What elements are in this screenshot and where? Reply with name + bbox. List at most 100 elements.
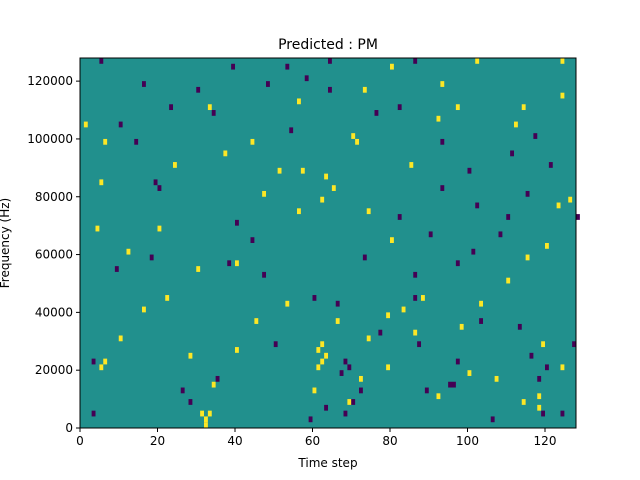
heatmap-cell-high bbox=[479, 300, 484, 307]
y-tick-label: 0 bbox=[65, 421, 73, 435]
y-tick-label: 20000 bbox=[35, 363, 73, 377]
heatmap-cell-high bbox=[556, 202, 561, 209]
heatmap-cell-high bbox=[331, 185, 336, 191]
heatmap-cell-high bbox=[204, 422, 208, 428]
heatmap-cell-high bbox=[235, 260, 239, 267]
x-axis: 0 20 40 60 80 100 120 bbox=[76, 428, 556, 448]
heatmap-cell-low bbox=[374, 110, 379, 116]
heatmap-cell-high bbox=[537, 404, 542, 411]
heatmap-cell-high bbox=[494, 375, 499, 382]
heatmap-cell-low bbox=[448, 381, 453, 388]
heatmap-cell-low bbox=[362, 254, 367, 261]
heatmap-cell-high bbox=[436, 115, 441, 122]
heatmap-cell-high bbox=[514, 121, 518, 128]
heatmap-cell-high bbox=[320, 358, 325, 365]
heatmap-cell-low bbox=[312, 295, 317, 301]
heatmap-cell-low bbox=[498, 231, 503, 238]
heatmap-cell-low bbox=[517, 323, 522, 330]
heatmap-cell-high bbox=[521, 104, 526, 111]
heatmap-cell-low bbox=[134, 138, 139, 145]
heatmap-cell-high bbox=[207, 104, 212, 111]
heatmap-cell-low bbox=[91, 410, 96, 417]
heatmap-cell-high bbox=[99, 364, 104, 371]
heatmap-cell-high bbox=[409, 162, 414, 168]
heatmap-cell-high bbox=[204, 416, 208, 423]
heatmap-cell-low bbox=[471, 248, 476, 255]
heatmap-cell-high bbox=[545, 243, 549, 249]
heatmap-cell-high bbox=[320, 196, 325, 203]
heatmap-cell-low bbox=[428, 231, 433, 238]
heatmap-cell-high bbox=[297, 208, 301, 215]
heatmap-cell-low bbox=[324, 404, 329, 411]
heatmap-cell-low bbox=[235, 219, 239, 226]
heatmap-cell-low bbox=[188, 399, 193, 405]
heatmap-cell-high bbox=[386, 364, 391, 371]
heatmap-cell-low bbox=[548, 162, 553, 168]
heatmap-cell-high bbox=[157, 225, 162, 232]
heatmap-cell-low bbox=[211, 110, 216, 116]
heatmap-cell-high bbox=[541, 341, 546, 348]
heatmap-cell-low bbox=[378, 329, 383, 336]
x-axis-label: Time step bbox=[297, 456, 357, 470]
heatmap-cell-low bbox=[273, 341, 278, 348]
heatmap-cell-high bbox=[390, 63, 394, 70]
heatmap-cell-high bbox=[436, 393, 441, 400]
heatmap-cell-low bbox=[397, 104, 402, 111]
heatmap-cell-low bbox=[397, 214, 402, 220]
heatmap-cell-low bbox=[479, 318, 484, 324]
heatmap-cell-high bbox=[103, 358, 108, 365]
heatmap-cell-low bbox=[541, 410, 546, 417]
heatmap-cell-high bbox=[560, 92, 565, 99]
y-tick-label: 100000 bbox=[27, 132, 73, 146]
heatmap-cell-low bbox=[533, 133, 538, 139]
heatmap-cell-high bbox=[83, 121, 88, 128]
y-axis: 0 20000 40000 60000 80000 100000 120000 bbox=[27, 74, 80, 435]
heatmap-cell-low bbox=[169, 104, 174, 111]
heatmap-cell-low bbox=[308, 416, 313, 423]
heatmap-cell-low bbox=[289, 127, 294, 134]
heatmap-cell-low bbox=[262, 271, 267, 278]
heatmap-cell-high bbox=[300, 167, 305, 174]
heatmap-cell-high bbox=[421, 295, 425, 301]
heatmap-cell-low bbox=[440, 185, 445, 191]
heatmap-cell-high bbox=[506, 277, 511, 284]
heatmap-cell-low bbox=[351, 399, 356, 405]
heatmap-cell-low bbox=[142, 81, 146, 87]
heatmap-cell-low bbox=[359, 387, 363, 394]
heatmap-cell-low bbox=[339, 370, 344, 376]
heatmap-cell-low bbox=[180, 387, 185, 394]
x-tick-label: 80 bbox=[382, 434, 397, 448]
heatmap-cell-low bbox=[413, 271, 418, 278]
heatmap-cell-high bbox=[568, 196, 573, 203]
heatmap-cell-high bbox=[312, 387, 317, 394]
heatmap-cell-high bbox=[440, 81, 445, 87]
heatmap-cell-low bbox=[91, 358, 96, 365]
heatmap-cell-low bbox=[266, 81, 270, 87]
heatmap-cell-high bbox=[537, 393, 542, 400]
heatmap-cell-low bbox=[576, 214, 580, 220]
heatmap-cell-high bbox=[118, 335, 123, 342]
heatmap-cell-low bbox=[328, 58, 332, 64]
heatmap-cell-high bbox=[525, 254, 530, 261]
heatmap-cell-low bbox=[413, 58, 418, 64]
heatmap-cell-low bbox=[99, 58, 104, 64]
heatmap-cell-high bbox=[359, 375, 363, 382]
heatmap-cell-high bbox=[297, 98, 301, 105]
heatmap-cell-high bbox=[142, 306, 146, 313]
heatmap-cell-low bbox=[196, 86, 201, 93]
y-tick-label: 40000 bbox=[35, 305, 73, 319]
heatmap-cell-high bbox=[285, 300, 290, 307]
heatmap-cell-high bbox=[347, 399, 352, 405]
heatmap-cell-high bbox=[207, 410, 212, 417]
heatmap-cell-high bbox=[386, 312, 391, 319]
x-tick-label: 0 bbox=[76, 434, 84, 448]
plot-background bbox=[80, 58, 576, 428]
heatmap-cell-low bbox=[118, 121, 123, 128]
heatmap-cell-high bbox=[103, 138, 108, 145]
heatmap-cell-low bbox=[157, 185, 162, 191]
heatmap-cell-low bbox=[440, 138, 445, 145]
heatmap-cell-high bbox=[250, 138, 255, 145]
heatmap-cell-high bbox=[475, 58, 480, 64]
heatmap-cell-high bbox=[390, 237, 394, 243]
